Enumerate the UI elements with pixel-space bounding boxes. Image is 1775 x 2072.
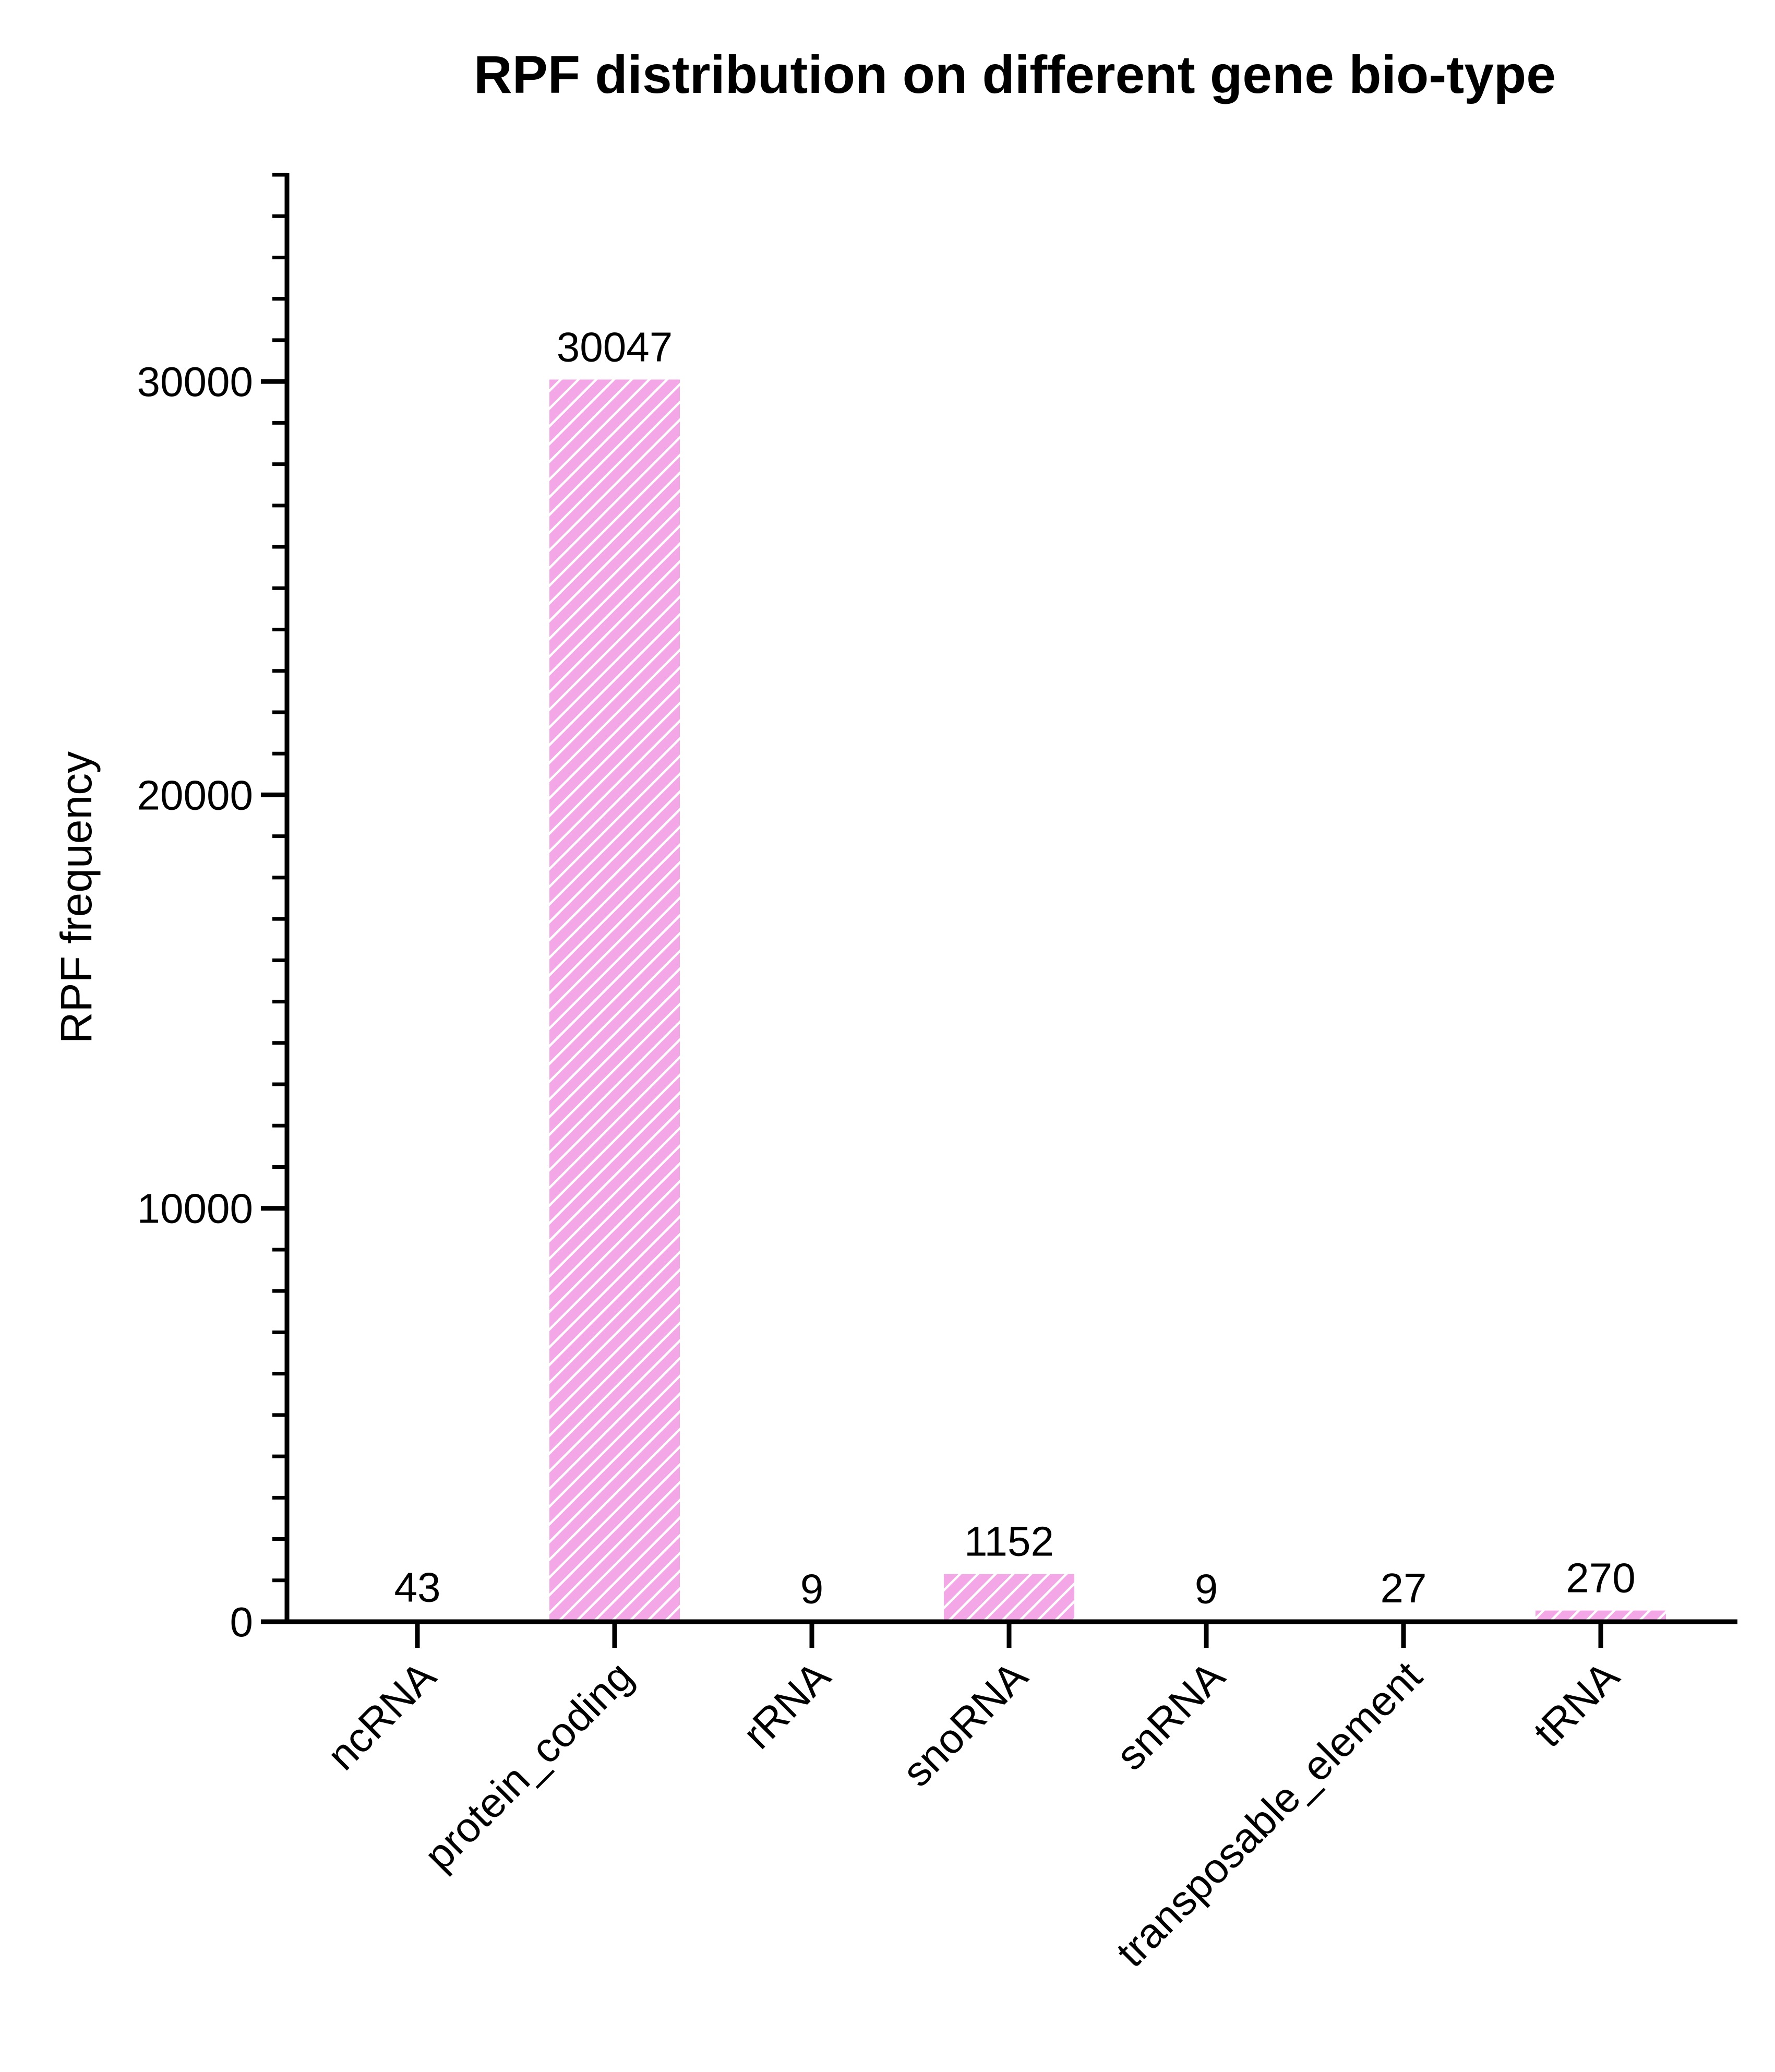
data-label-tRNA: 270 (1566, 1555, 1635, 1601)
data-label-ncRNA: 43 (394, 1564, 441, 1611)
y-tick-label: 10000 (137, 1185, 253, 1232)
x-tick-label-tRNA: tRNA (1525, 1652, 1628, 1756)
bars-layer (352, 379, 1666, 1622)
data-label-snoRNA: 1152 (964, 1518, 1054, 1565)
bar-snoRNA (944, 1574, 1074, 1622)
data-label-protein_coding: 30047 (557, 324, 673, 370)
x-tick-label-protein_coding: protein_coding (415, 1652, 642, 1879)
y-tick-label: 20000 (137, 772, 253, 818)
x-tick-label-snoRNA: snoRNA (893, 1652, 1036, 1795)
x-tick-label-ncRNA: ncRNA (318, 1652, 445, 1779)
chart-title: RPF distribution on different gene bio-t… (474, 45, 1556, 104)
bar-tRNA (1536, 1610, 1666, 1622)
data-label-rRNA: 9 (800, 1565, 824, 1612)
data-label-transposable_element: 27 (1381, 1565, 1427, 1611)
y-tick-label: 0 (230, 1599, 254, 1645)
x-tick-label-snRNA: snRNA (1107, 1652, 1234, 1779)
y-tick-label: 30000 (137, 358, 253, 405)
data-label-snRNA: 9 (1195, 1565, 1218, 1612)
data-labels-layer: 43 30047 9 1152 9 27 270 (394, 324, 1636, 1612)
bar-protein_coding (549, 379, 680, 1622)
x-tick-label-rRNA: rRNA (734, 1652, 839, 1758)
y-axis-label: RPF frequency (52, 751, 101, 1044)
y-ticks-layer: 0 10000 20000 30000 (137, 173, 287, 1645)
